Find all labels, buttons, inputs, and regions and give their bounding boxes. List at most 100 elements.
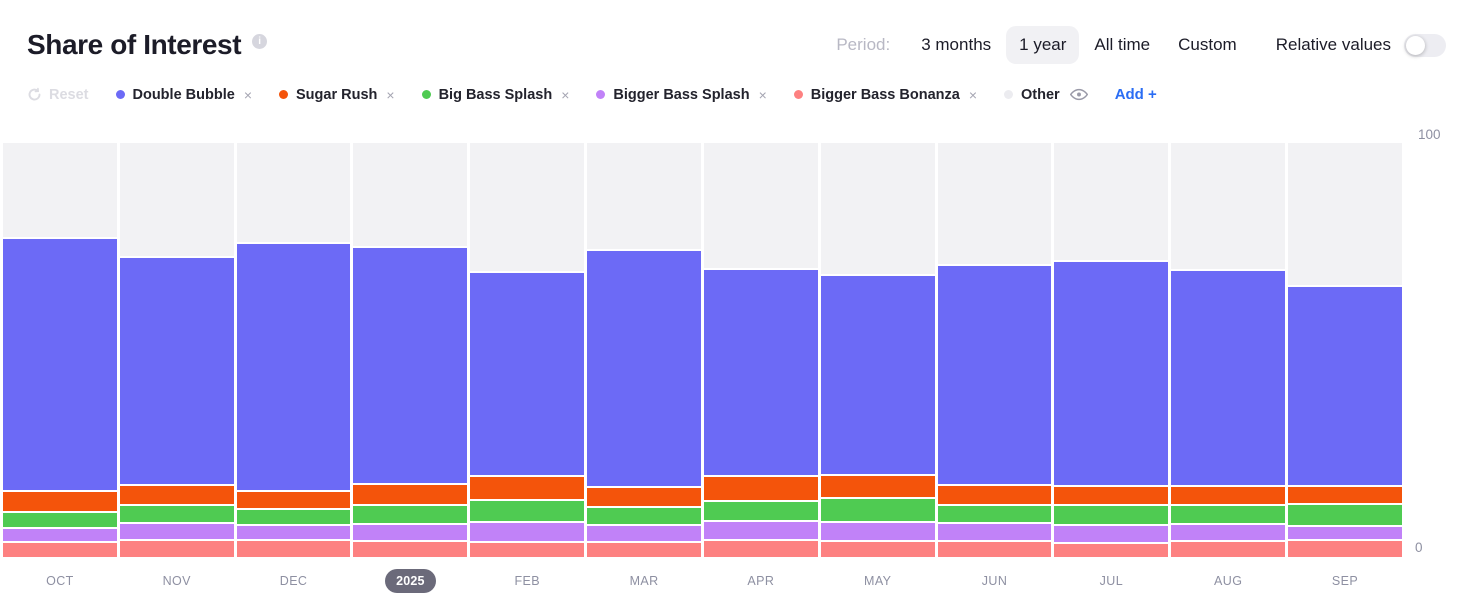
legend-chip-bigger-bass-bonanza[interactable]: Bigger Bass Bonanza × xyxy=(793,86,978,103)
bar-segment-bigger-bass-bonanza[interactable] xyxy=(1054,542,1169,557)
bar-segment-other[interactable] xyxy=(236,143,351,242)
bar-segment-bigger-bass-bonanza[interactable] xyxy=(587,541,701,557)
bar-segment-big-bass-splash[interactable] xyxy=(587,505,701,524)
bar-segment-bigger-bass-bonanza[interactable] xyxy=(703,539,818,557)
bar-column-mar[interactable] xyxy=(587,143,701,557)
bar-segment-other[interactable] xyxy=(937,143,1052,265)
bar-segment-other[interactable] xyxy=(1171,143,1286,269)
legend-chip-sugar-rush[interactable]: Sugar Rush × xyxy=(279,87,395,103)
bar-column-dec[interactable] xyxy=(236,143,351,557)
bar-segment-sugar-rush[interactable] xyxy=(703,474,818,501)
bar-segment-double-bubble[interactable] xyxy=(820,274,935,475)
bar-segment-double-bubble[interactable] xyxy=(1054,259,1169,485)
legend-chip-bigger-bass-splash[interactable]: Bigger Bass Splash × xyxy=(596,86,767,103)
bar-segment-big-bass-splash[interactable] xyxy=(1288,502,1402,525)
bar-column-sep[interactable] xyxy=(1288,143,1402,557)
bar-segment-bigger-bass-bonanza[interactable] xyxy=(1171,540,1286,557)
legend-chip-double-bubble[interactable]: Double Bubble × xyxy=(115,86,252,103)
bar-segment-double-bubble[interactable] xyxy=(353,246,468,484)
bar-segment-double-bubble[interactable] xyxy=(470,271,585,476)
bar-segment-big-bass-splash[interactable] xyxy=(820,497,935,521)
bar-column-apr[interactable] xyxy=(703,143,818,557)
bar-column-aug[interactable] xyxy=(1171,143,1286,557)
bar-segment-other[interactable] xyxy=(1054,143,1169,260)
bar-column-jul[interactable] xyxy=(1054,143,1169,557)
bar-segment-sugar-rush[interactable] xyxy=(236,489,351,508)
bar-segment-double-bubble[interactable] xyxy=(937,264,1052,484)
remove-series-icon[interactable]: × xyxy=(243,86,252,103)
bar-segment-double-bubble[interactable] xyxy=(1288,285,1402,485)
period-option-3-months[interactable]: 3 months xyxy=(921,35,992,54)
bar-column-2025[interactable] xyxy=(353,143,468,557)
bar-segment-double-bubble[interactable] xyxy=(3,236,117,491)
bar-segment-sugar-rush[interactable] xyxy=(1288,484,1402,503)
bar-segment-bigger-bass-splash[interactable] xyxy=(1288,524,1402,540)
bar-segment-bigger-bass-bonanza[interactable] xyxy=(1288,539,1402,557)
bar-segment-sugar-rush[interactable] xyxy=(587,485,701,506)
add-series-button[interactable]: Add + xyxy=(1114,86,1157,103)
bar-segment-big-bass-splash[interactable] xyxy=(353,503,468,523)
bar-segment-other[interactable] xyxy=(587,143,701,249)
remove-series-icon[interactable]: × xyxy=(968,86,978,103)
bar-segment-other[interactable] xyxy=(470,143,585,272)
bar-segment-big-bass-splash[interactable] xyxy=(1054,503,1169,525)
bar-segment-other[interactable] xyxy=(119,143,234,256)
bar-segment-bigger-bass-bonanza[interactable] xyxy=(353,540,468,557)
remove-series-icon[interactable]: × xyxy=(386,86,395,103)
bar-segment-bigger-bass-bonanza[interactable] xyxy=(119,538,234,557)
eye-icon[interactable] xyxy=(1069,88,1088,101)
remove-series-icon[interactable]: × xyxy=(758,86,767,103)
period-option-1-year[interactable]: 1 year xyxy=(1006,26,1080,64)
relative-values-toggle[interactable] xyxy=(1404,33,1446,57)
bar-segment-bigger-bass-bonanza[interactable] xyxy=(937,539,1052,557)
bar-column-may[interactable] xyxy=(820,143,935,557)
bar-segment-bigger-bass-splash[interactable] xyxy=(470,520,585,541)
bar-segment-double-bubble[interactable] xyxy=(236,241,351,490)
legend-chip-big-bass-splash[interactable]: Big Bass Splash × xyxy=(421,86,570,103)
bar-segment-other[interactable] xyxy=(820,143,935,275)
reset-button[interactable]: Reset xyxy=(27,87,89,103)
bar-column-nov[interactable] xyxy=(119,143,234,557)
bar-segment-sugar-rush[interactable] xyxy=(119,483,234,505)
bar-segment-bigger-bass-bonanza[interactable] xyxy=(470,540,585,557)
bar-segment-bigger-bass-splash[interactable] xyxy=(937,521,1052,540)
bar-segment-big-bass-splash[interactable] xyxy=(1171,503,1286,524)
bar-segment-other[interactable] xyxy=(1288,143,1402,285)
bar-segment-bigger-bass-splash[interactable] xyxy=(1171,523,1286,541)
bar-segment-bigger-bass-splash[interactable] xyxy=(1054,524,1169,543)
bar-column-oct[interactable] xyxy=(3,143,117,557)
bar-segment-big-bass-splash[interactable] xyxy=(703,500,818,520)
bar-segment-big-bass-splash[interactable] xyxy=(470,499,585,521)
info-icon[interactable]: i xyxy=(252,33,268,49)
bar-segment-sugar-rush[interactable] xyxy=(937,483,1052,504)
bar-segment-bigger-bass-splash[interactable] xyxy=(3,526,117,542)
bar-segment-sugar-rush[interactable] xyxy=(820,474,935,498)
bar-segment-big-bass-splash[interactable] xyxy=(236,507,351,525)
bar-segment-bigger-bass-bonanza[interactable] xyxy=(236,539,351,557)
bar-segment-double-bubble[interactable] xyxy=(1171,268,1286,486)
period-option-all-time[interactable]: All time xyxy=(1094,35,1151,54)
bar-segment-big-bass-splash[interactable] xyxy=(3,510,117,527)
bar-segment-bigger-bass-splash[interactable] xyxy=(703,519,818,540)
bar-segment-double-bubble[interactable] xyxy=(587,248,701,486)
bar-segment-bigger-bass-splash[interactable] xyxy=(587,523,701,542)
bar-segment-sugar-rush[interactable] xyxy=(353,483,468,504)
bar-segment-sugar-rush[interactable] xyxy=(1171,485,1286,504)
bar-segment-other[interactable] xyxy=(353,143,468,247)
period-option-custom[interactable]: Custom xyxy=(1178,35,1237,54)
bar-column-jun[interactable] xyxy=(937,143,1052,557)
bar-segment-sugar-rush[interactable] xyxy=(1054,484,1169,504)
bar-segment-bigger-bass-splash[interactable] xyxy=(236,524,351,540)
bar-segment-double-bubble[interactable] xyxy=(119,255,234,484)
bar-segment-bigger-bass-splash[interactable] xyxy=(820,520,935,540)
bar-segment-big-bass-splash[interactable] xyxy=(937,503,1052,522)
bar-segment-bigger-bass-bonanza[interactable] xyxy=(820,539,935,557)
bar-segment-big-bass-splash[interactable] xyxy=(119,504,234,523)
bar-segment-other[interactable] xyxy=(703,143,818,269)
remove-series-icon[interactable]: × xyxy=(561,86,570,103)
bar-segment-sugar-rush[interactable] xyxy=(3,490,117,511)
bar-segment-bigger-bass-splash[interactable] xyxy=(119,522,234,539)
bar-segment-double-bubble[interactable] xyxy=(703,268,818,475)
legend-chip-other[interactable]: Other xyxy=(1004,87,1088,103)
bar-segment-bigger-bass-splash[interactable] xyxy=(353,522,468,541)
